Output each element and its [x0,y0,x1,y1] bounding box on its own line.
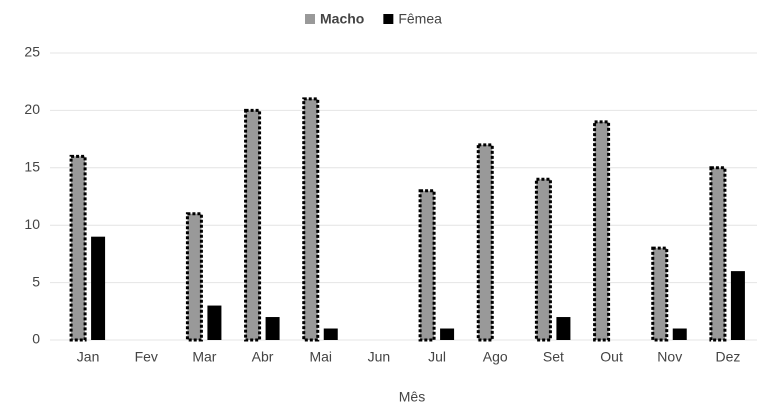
legend-label: Macho [320,11,364,27]
legend-label: Fêmea [398,11,442,27]
bar [69,154,87,342]
bar [709,166,727,342]
bar [323,328,338,340]
legend-swatch [383,14,394,24]
x-axis-label: Mês [399,389,425,405]
bar [651,246,669,342]
bar [730,271,745,340]
bar [672,328,687,340]
bar [440,328,455,340]
x-tick-label: Jul [428,349,446,365]
x-tick-label: Jun [368,349,391,365]
y-tick-label: 15 [24,159,40,175]
bar [185,212,203,342]
bar [207,305,222,340]
bar [265,317,280,340]
x-tick-label: Ago [483,349,508,365]
x-tick-label: Mai [309,349,332,365]
bar [244,108,262,342]
y-tick-label: 5 [32,273,40,289]
x-tick-label: Fev [135,349,158,365]
y-tick-label: 10 [24,216,40,232]
x-tick-label: Abr [252,349,274,365]
x-tick-label: Nov [657,349,682,365]
bar [91,236,106,340]
legend-swatch [305,14,315,24]
x-tick-label: Out [600,349,623,365]
bar [556,317,571,340]
y-tick-label: 25 [24,44,40,60]
bar [534,177,552,342]
bar [476,143,494,342]
x-tick-label: Set [543,349,564,365]
bar [593,120,611,342]
bar [418,189,436,342]
bar [302,97,320,342]
x-tick-label: Jan [77,349,100,365]
x-tick-label: Dez [715,349,740,365]
y-tick-label: 20 [24,101,40,117]
x-tick-label: Mar [192,349,216,365]
y-tick-label: 0 [32,331,40,347]
